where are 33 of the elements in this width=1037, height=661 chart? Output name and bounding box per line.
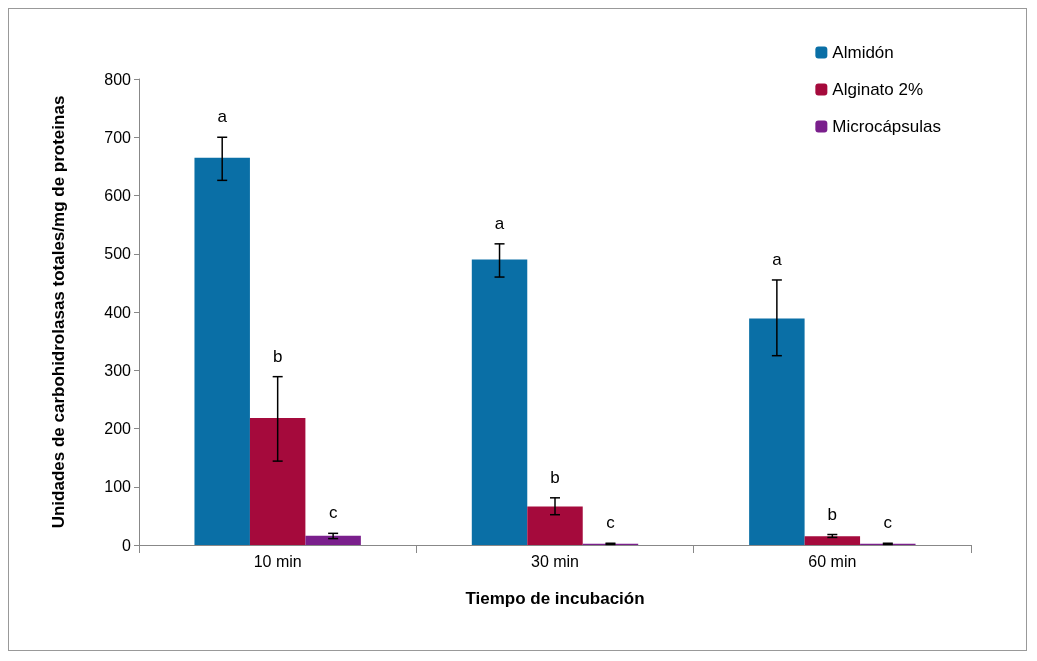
- bar: [249, 418, 306, 545]
- bar: [305, 535, 361, 545]
- y-tick-label: 100: [104, 478, 132, 496]
- y-axis-title: Unidades de carbohidrolasas totales/mg de proteinas: [48, 95, 68, 529]
- data-label: a: [772, 249, 783, 269]
- data-label: a: [217, 107, 228, 127]
- data-label: b: [272, 346, 283, 366]
- x-axis-title: Tiempo de incubación: [465, 589, 645, 608]
- data-label: c: [328, 503, 338, 523]
- data-label: c: [883, 513, 893, 533]
- bar: [471, 259, 528, 545]
- y-tick-label: 0: [122, 536, 132, 554]
- legend-label: Alginato 2%: [832, 80, 924, 99]
- legend-label: Microcápsulas: [832, 117, 942, 136]
- y-tick-label: 200: [104, 420, 132, 437]
- data-label: a: [494, 213, 505, 233]
- y-tick-label: 400: [104, 303, 132, 321]
- legend-label: Almidón: [832, 43, 894, 62]
- x-tick-label: 10 min: [253, 552, 302, 570]
- x-tick-label: 60 min: [808, 552, 857, 570]
- y-tick-label: 600: [104, 187, 132, 204]
- y-tick-label: 800: [104, 70, 132, 88]
- bar: [749, 318, 805, 545]
- x-tick-label: 30 min: [530, 552, 580, 570]
- data-label: b: [827, 504, 838, 524]
- y-tick-label: 500: [104, 245, 132, 263]
- bar: [804, 536, 861, 545]
- y-tick-label: 300: [104, 361, 132, 379]
- y-tick-label: 700: [104, 128, 132, 146]
- bar: [527, 506, 583, 545]
- data-label: b: [550, 467, 560, 487]
- data-label: c: [606, 513, 616, 533]
- bar: [194, 157, 250, 545]
